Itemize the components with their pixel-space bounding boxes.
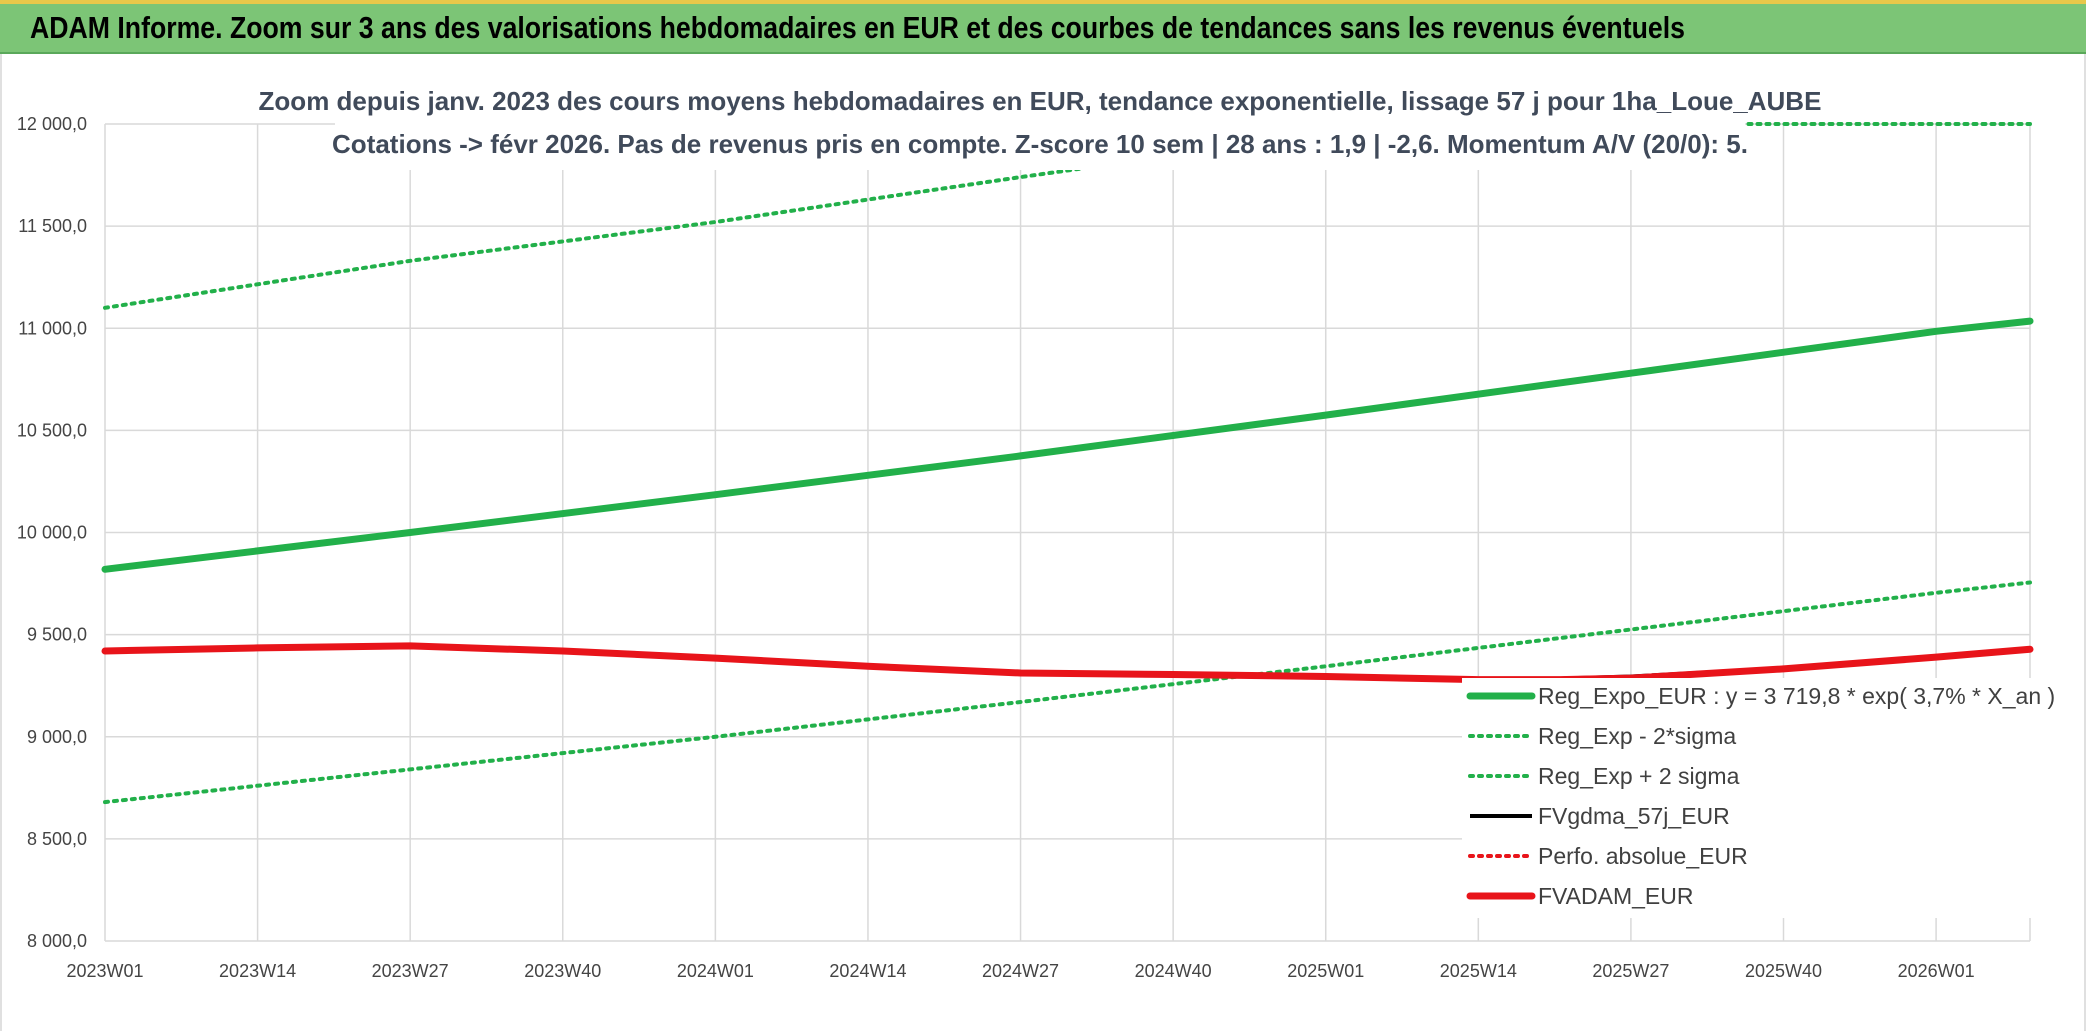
legend: Reg_Expo_EUR : y = 3 719,8 * exp( 3,7% *… [1466, 683, 2055, 909]
y-tick-label: 9 000,0 [27, 727, 87, 747]
legend-label: Reg_Exp - 2*sigma [1538, 723, 1736, 749]
report-title: ADAM Informe. Zoom sur 3 ans des valoris… [30, 10, 1685, 45]
legend-label: Reg_Expo_EUR : y = 3 719,8 * exp( 3,7% *… [1538, 683, 2055, 709]
x-tick-label: 2025W14 [1440, 961, 1517, 981]
y-tick-label: 12 000,0 [17, 114, 87, 134]
series-lines [101, 122, 2034, 805]
series-line-4 [103, 642, 2032, 682]
y-tick-label: 9 500,0 [27, 625, 87, 645]
series-line-1 [103, 580, 2032, 805]
x-tick-label: 2025W40 [1745, 961, 1822, 981]
y-tick-label: 10 000,0 [17, 523, 87, 543]
x-tick-label: 2023W40 [524, 961, 601, 981]
x-tick-label: 2023W01 [66, 961, 143, 981]
x-tick-label: 2026W01 [1898, 961, 1975, 981]
chart-frame [0, 54, 2086, 1031]
title-background [335, 78, 1745, 170]
y-tick-label: 11 000,0 [18, 318, 87, 338]
report-header: ADAM Informe. Zoom sur 3 ans des valoris… [0, 0, 2086, 54]
legend-label: FVADAM_EUR [1538, 883, 1694, 909]
x-tick-label: 2025W01 [1287, 961, 1364, 981]
y-tick-label: 8 000,0 [27, 931, 87, 951]
x-tick-label: 2024W27 [982, 961, 1059, 981]
x-tick-label: 2023W14 [219, 961, 296, 981]
legend-label: Reg_Exp + 2 sigma [1538, 763, 1740, 789]
chart-title-line2: Cotations -> févr 2026. Pas de revenus p… [332, 129, 1748, 159]
x-tick-label: 2023W27 [372, 961, 449, 981]
legend-label: Perfo. absolue_EUR [1538, 843, 1748, 869]
x-tick-label: 2025W27 [1592, 961, 1669, 981]
x-axis-ticks: 2023W01 2023W14 2023W27 2023W40 2024W01 2024W… [66, 961, 1974, 981]
y-tick-label: 11 500,0 [18, 216, 87, 236]
x-tick-label: 2024W01 [677, 961, 754, 981]
y-tick-label: 8 500,0 [27, 829, 87, 849]
x-tick-label: 2024W40 [1135, 961, 1212, 981]
chart-title-line1: Zoom depuis janv. 2023 des cours moyens … [259, 86, 1822, 116]
x-tick-label: 2024W14 [829, 961, 906, 981]
legend-label: FVgdma_57j_EUR [1538, 803, 1730, 829]
y-tick-label: 10 500,0 [17, 420, 87, 440]
y-axis-ticks: 8 000,0 8 500,0 9 000,0 9 500,0 10 000,0 10 5… [17, 114, 87, 951]
series-line-0 [101, 317, 2034, 573]
legend-background [1462, 678, 2042, 918]
